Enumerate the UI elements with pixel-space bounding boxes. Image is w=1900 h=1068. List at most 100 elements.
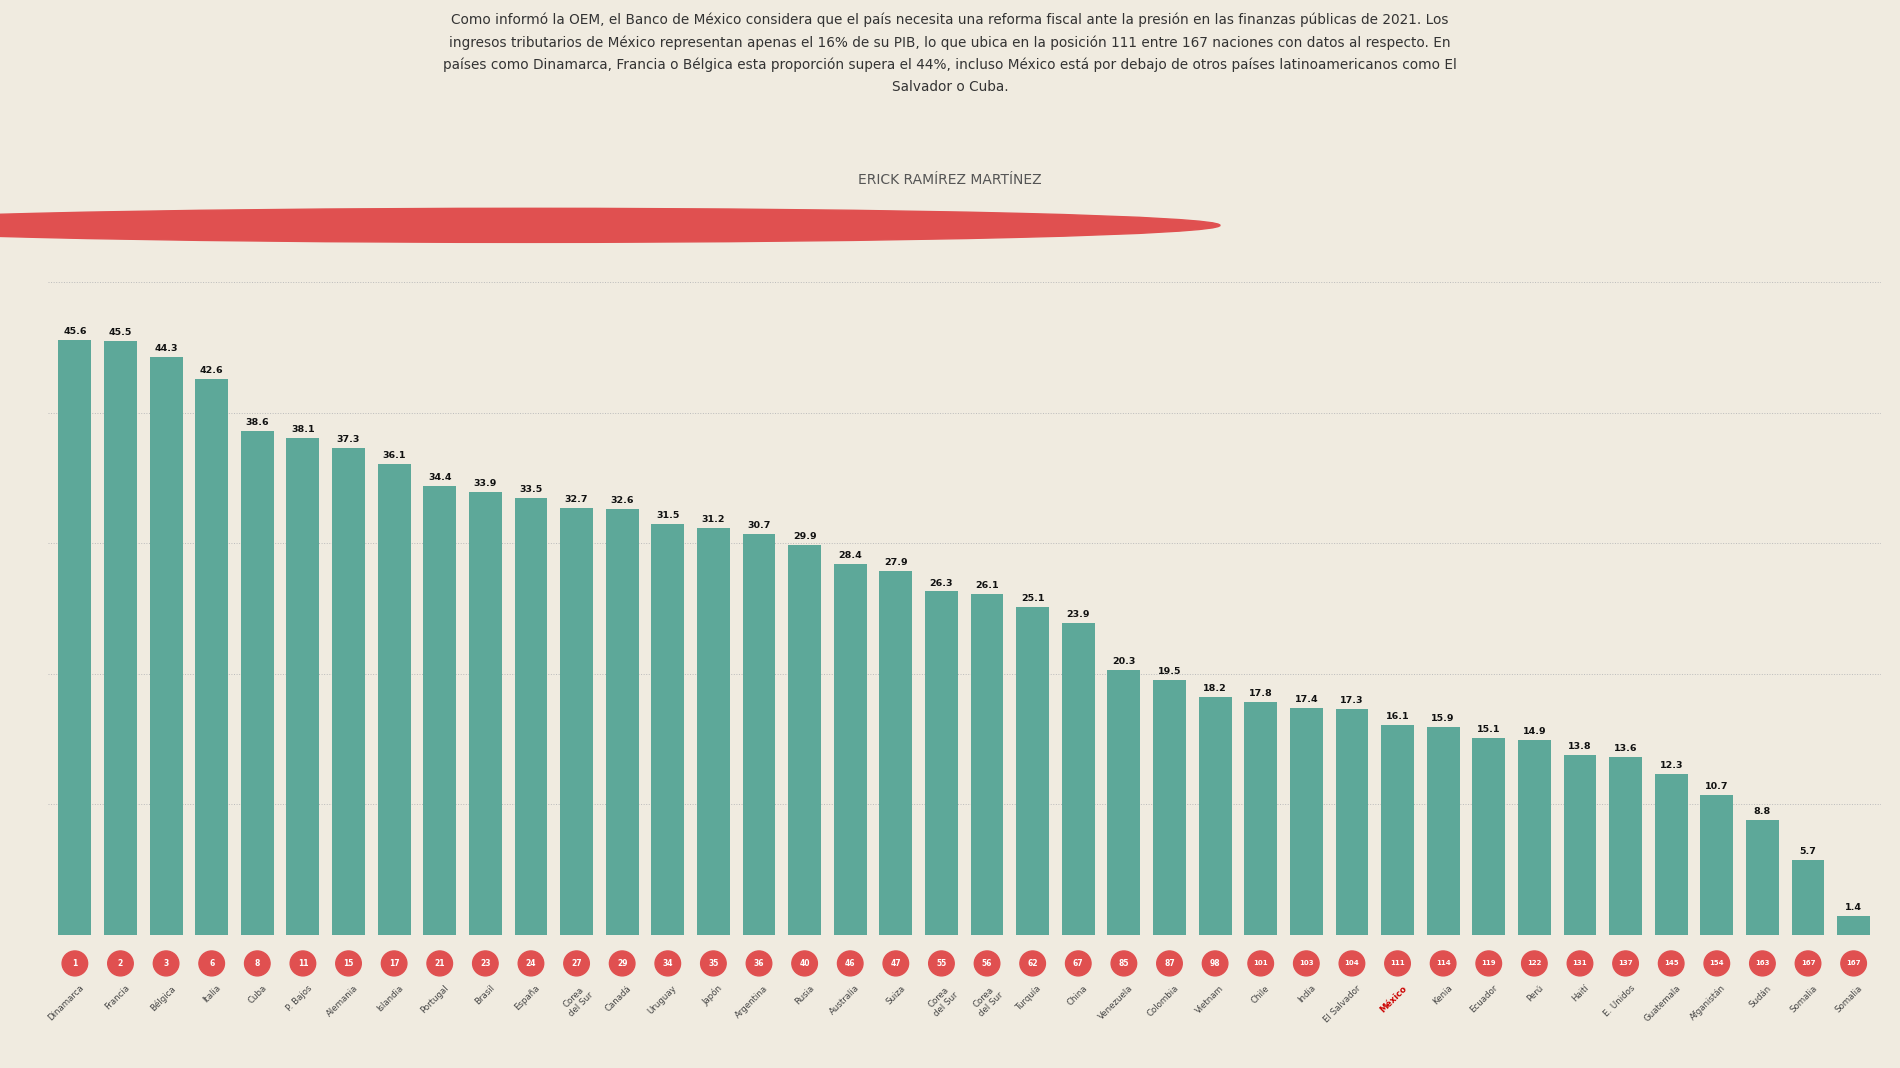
- Text: Posición entre 167 países: Posición entre 167 países: [559, 216, 817, 235]
- Text: 46: 46: [846, 959, 855, 968]
- Text: 31.2: 31.2: [701, 515, 726, 523]
- Text: 119: 119: [1482, 960, 1495, 967]
- Text: Afganistán: Afganistán: [1689, 984, 1727, 1022]
- Text: 85: 85: [1119, 959, 1129, 968]
- Text: Sudán: Sudán: [1748, 984, 1773, 1009]
- Text: 23.9: 23.9: [1066, 610, 1091, 618]
- Circle shape: [1294, 951, 1319, 976]
- Text: 19.5: 19.5: [1157, 668, 1182, 676]
- Text: Uruguay: Uruguay: [646, 984, 678, 1016]
- Bar: [1336, 709, 1368, 934]
- Text: 122: 122: [1528, 960, 1541, 967]
- Circle shape: [519, 951, 543, 976]
- Text: 26.1: 26.1: [975, 581, 999, 591]
- Text: 23: 23: [481, 959, 490, 968]
- Text: 154: 154: [1710, 960, 1723, 967]
- Circle shape: [1157, 951, 1182, 976]
- Bar: [287, 438, 319, 934]
- Text: 103: 103: [1300, 960, 1313, 967]
- Circle shape: [1659, 951, 1683, 976]
- Text: Corea
del Sur: Corea del Sur: [925, 984, 960, 1019]
- Text: 8.8: 8.8: [1754, 806, 1771, 816]
- Text: 37.3: 37.3: [336, 435, 361, 444]
- Bar: [196, 379, 228, 934]
- Circle shape: [838, 951, 863, 976]
- Text: 25.1: 25.1: [1020, 594, 1045, 603]
- Bar: [834, 564, 866, 934]
- Text: 30.7: 30.7: [747, 521, 771, 530]
- Text: 16.1: 16.1: [1385, 711, 1410, 721]
- Bar: [332, 449, 365, 934]
- Text: P. Bajos: P. Bajos: [285, 984, 314, 1012]
- Bar: [652, 523, 684, 934]
- Text: E. Unidos: E. Unidos: [1602, 984, 1636, 1019]
- Circle shape: [200, 951, 224, 976]
- Bar: [1655, 774, 1687, 934]
- Bar: [788, 545, 821, 934]
- Text: Venezuela: Venezuela: [1096, 984, 1134, 1021]
- Circle shape: [382, 951, 407, 976]
- Circle shape: [975, 951, 999, 976]
- Text: 31.5: 31.5: [656, 511, 680, 520]
- Circle shape: [1613, 951, 1638, 976]
- Text: 167: 167: [1801, 960, 1814, 967]
- Text: 10.7: 10.7: [1704, 782, 1729, 791]
- Bar: [469, 492, 502, 934]
- Text: Francia: Francia: [103, 984, 131, 1011]
- Text: 13.8: 13.8: [1568, 741, 1592, 751]
- Text: 111: 111: [1391, 960, 1404, 967]
- Text: 1.4: 1.4: [1845, 904, 1862, 912]
- Circle shape: [1796, 951, 1820, 976]
- Text: 167: 167: [1847, 960, 1860, 967]
- Bar: [1792, 860, 1824, 934]
- Bar: [1564, 754, 1596, 934]
- Text: 33.9: 33.9: [473, 480, 498, 488]
- Text: 17.3: 17.3: [1340, 696, 1364, 705]
- Text: 36: 36: [754, 959, 764, 968]
- Text: 12.3: 12.3: [1659, 761, 1683, 770]
- Bar: [424, 486, 456, 934]
- Text: Italia: Italia: [201, 984, 222, 1005]
- Circle shape: [1704, 951, 1729, 976]
- Text: 34.4: 34.4: [428, 473, 452, 482]
- Text: 2: 2: [118, 959, 124, 968]
- Text: Bélgica: Bélgica: [148, 984, 177, 1012]
- Text: 27.9: 27.9: [884, 557, 908, 567]
- Text: Colombia: Colombia: [1146, 984, 1180, 1019]
- Circle shape: [1066, 951, 1091, 976]
- Circle shape: [610, 951, 635, 976]
- Text: 17: 17: [390, 959, 399, 968]
- Text: Turquía: Turquía: [1015, 984, 1043, 1012]
- Bar: [1017, 607, 1049, 934]
- Text: 6: 6: [209, 959, 215, 968]
- Bar: [241, 431, 274, 934]
- Text: Australia: Australia: [828, 984, 861, 1017]
- Text: México: México: [1378, 984, 1408, 1014]
- Text: 15.9: 15.9: [1431, 714, 1455, 723]
- Circle shape: [1522, 951, 1547, 976]
- Text: Corea
del Sur: Corea del Sur: [560, 984, 595, 1019]
- Circle shape: [63, 951, 87, 976]
- Text: 34: 34: [663, 959, 673, 968]
- Text: 27: 27: [572, 959, 581, 968]
- Text: Guatemala: Guatemala: [1642, 984, 1682, 1023]
- Text: 29.9: 29.9: [792, 532, 817, 540]
- Text: 45.6: 45.6: [63, 327, 87, 335]
- Text: 131: 131: [1573, 960, 1586, 967]
- Circle shape: [1431, 951, 1455, 976]
- Text: Rusia: Rusia: [792, 984, 815, 1006]
- Circle shape: [701, 951, 726, 976]
- Text: 11: 11: [298, 959, 308, 968]
- Bar: [1518, 740, 1550, 934]
- Text: Islandia: Islandia: [374, 984, 405, 1014]
- Text: 1: 1: [72, 959, 78, 968]
- Circle shape: [1841, 951, 1866, 976]
- Bar: [150, 357, 182, 934]
- Text: Alemania: Alemania: [325, 984, 359, 1019]
- Text: 87: 87: [1165, 959, 1174, 968]
- Text: 38.1: 38.1: [291, 425, 315, 434]
- Text: 35: 35: [709, 959, 718, 968]
- Text: Brasil: Brasil: [473, 984, 496, 1007]
- Circle shape: [1112, 951, 1136, 976]
- Bar: [1153, 680, 1186, 934]
